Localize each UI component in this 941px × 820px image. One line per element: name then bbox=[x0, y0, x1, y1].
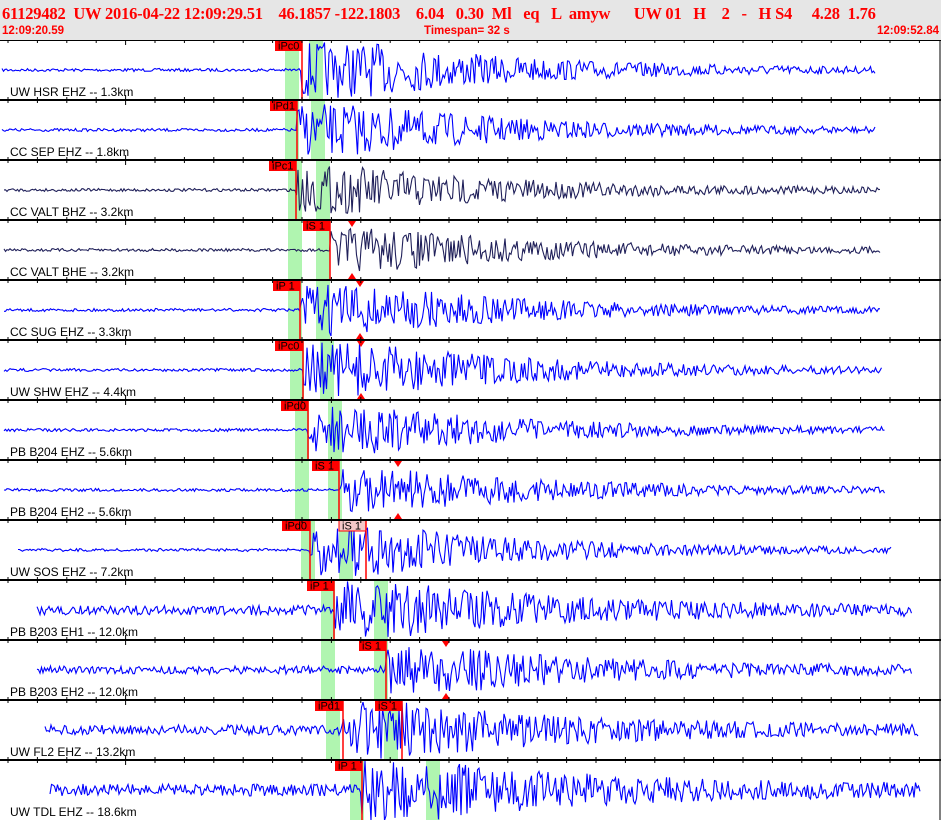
pick-flag[interactable] bbox=[335, 760, 362, 771]
pick-label[interactable]: iPd1 bbox=[318, 701, 340, 713]
station-label: CC SEP EHZ -- 1.8km bbox=[10, 145, 129, 159]
waveform-trace bbox=[3, 469, 885, 513]
station-label: UW FL2 EHZ -- 13.2km bbox=[10, 745, 135, 759]
waveform-trace bbox=[36, 581, 913, 637]
phase-window bbox=[311, 100, 325, 160]
waveform-trace bbox=[1, 42, 876, 98]
waveform-trace bbox=[36, 647, 913, 694]
amplitude-marker-icon bbox=[357, 341, 365, 347]
event-header: 61129482 UW 2016-04-22 12:09:29.51 46.18… bbox=[0, 0, 941, 40]
phase-window bbox=[301, 520, 315, 580]
station-label: UW SHW EHZ -- 4.4km bbox=[10, 385, 136, 399]
pick-flag[interactable] bbox=[315, 700, 343, 711]
station-label: CC VALT BHZ -- 3.2km bbox=[10, 205, 133, 219]
pick-flag[interactable] bbox=[375, 700, 402, 711]
station-label: PB B204 EHZ -- 5.6km bbox=[10, 445, 132, 459]
phase-window bbox=[316, 280, 330, 340]
phase-window bbox=[316, 220, 330, 280]
pick-label[interactable]: iS 1 bbox=[315, 461, 334, 473]
pick-label[interactable]: iS 1 bbox=[306, 221, 325, 233]
end-time: 12:09:52.84 bbox=[876, 25, 939, 37]
pick-label[interactable]: iPd1 bbox=[273, 101, 295, 113]
waveform-trace bbox=[49, 760, 921, 820]
pick-label[interactable]: iS 1 bbox=[342, 521, 361, 533]
waveform-trace bbox=[18, 525, 892, 576]
phase-window bbox=[326, 700, 340, 760]
waveform-trace bbox=[1, 104, 876, 155]
pick-label[interactable]: iPc0 bbox=[278, 41, 299, 53]
pick-flag[interactable] bbox=[275, 340, 303, 351]
waveform-trace bbox=[3, 406, 885, 454]
waveform-trace bbox=[3, 342, 882, 397]
phase-window bbox=[321, 640, 335, 700]
amplitude-marker-icon bbox=[394, 461, 402, 467]
pick-flag[interactable] bbox=[303, 220, 330, 231]
phase-window bbox=[384, 700, 398, 760]
station-label: PB B203 EH2 -- 12.0km bbox=[10, 685, 138, 699]
amplitude-marker-icon bbox=[356, 281, 364, 287]
station-label: UW SOS EHZ -- 7.2km bbox=[10, 565, 133, 579]
station-label: CC SUG EHZ -- 3.3km bbox=[10, 325, 131, 339]
station-label: UW HSR EHZ -- 1.3km bbox=[10, 85, 133, 99]
pick-label[interactable]: iP 1 bbox=[310, 581, 329, 593]
amplitude-marker-icon bbox=[348, 273, 356, 279]
pick-label[interactable]: iPc1 bbox=[272, 161, 293, 173]
phase-window bbox=[288, 280, 302, 340]
station-label: CC VALT BHE -- 3.2km bbox=[10, 265, 134, 279]
amplitude-marker-icon bbox=[442, 693, 450, 699]
amplitude-marker-icon bbox=[394, 513, 402, 519]
event-summary: 61129482 UW 2016-04-22 12:09:29.51 46.18… bbox=[2, 4, 876, 23]
phase-window bbox=[350, 760, 364, 820]
phase-window bbox=[295, 460, 309, 520]
pick-flag[interactable] bbox=[281, 400, 308, 411]
pick-label[interactable]: iPd0 bbox=[285, 521, 307, 533]
start-time: 12:09:20.59 bbox=[2, 25, 65, 37]
phase-window bbox=[374, 640, 388, 700]
waveform-trace bbox=[3, 165, 881, 214]
amplitude-marker-icon bbox=[356, 333, 364, 339]
timespan: Timespan= 32 s bbox=[424, 25, 510, 37]
station-label: PB B204 EH2 -- 5.6km bbox=[10, 505, 131, 519]
amplitude-marker-icon bbox=[348, 221, 356, 227]
pick-flag[interactable] bbox=[269, 160, 296, 171]
pick-flag[interactable] bbox=[270, 100, 297, 111]
waveform-canvas[interactable]: iPc0 UW HSR EHZ -- 1.3km iPd1 CC SEP EHZ --… bbox=[0, 40, 941, 820]
pick-label[interactable]: iS 1 bbox=[378, 701, 397, 713]
pick-flag[interactable] bbox=[275, 40, 302, 51]
amplitude-marker-icon bbox=[357, 393, 365, 399]
seismogram-panels[interactable]: iPc0 UW HSR EHZ -- 1.3km iPd1 CC SEP EHZ --… bbox=[0, 40, 941, 820]
station-label: PB B203 EH1 -- 12.0km bbox=[10, 625, 138, 639]
pick-label[interactable]: iP 1 bbox=[276, 281, 295, 293]
pick-label[interactable]: iPc0 bbox=[278, 341, 299, 353]
pick-label[interactable]: iPd0 bbox=[284, 401, 306, 413]
pick-flag[interactable] bbox=[282, 520, 310, 531]
amplitude-marker-icon bbox=[442, 641, 450, 647]
phase-window bbox=[426, 760, 440, 820]
pick-flag[interactable] bbox=[307, 580, 334, 591]
phase-window bbox=[316, 160, 330, 220]
pick-label[interactable]: iP 1 bbox=[338, 761, 357, 773]
pick-flag[interactable] bbox=[359, 640, 386, 651]
waveform-trace bbox=[44, 701, 919, 759]
pick-flag[interactable] bbox=[273, 280, 300, 291]
phase-window bbox=[321, 580, 335, 640]
waveform-trace bbox=[4, 284, 881, 337]
station-label: UW TDL EHZ -- 18.6km bbox=[10, 805, 137, 819]
pick-label[interactable]: iS 1 bbox=[362, 641, 381, 653]
waveform-trace bbox=[3, 227, 881, 272]
phase-window bbox=[285, 100, 299, 160]
pick-flag[interactable] bbox=[312, 460, 339, 471]
